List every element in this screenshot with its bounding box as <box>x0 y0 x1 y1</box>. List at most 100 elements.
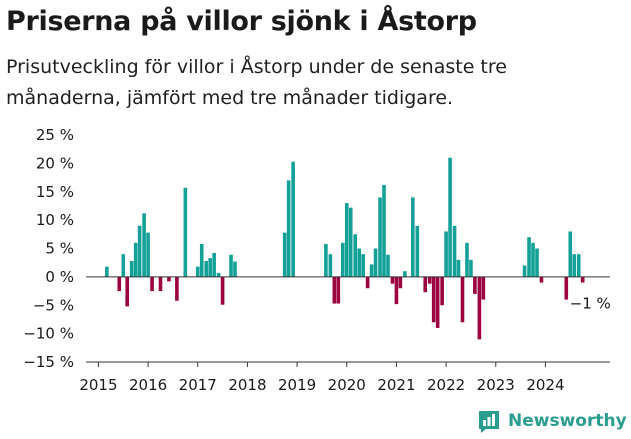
data-bar <box>129 260 134 277</box>
x-tick-label: 2015 <box>79 376 117 394</box>
data-bar <box>435 276 440 328</box>
data-bar <box>535 248 539 277</box>
data-bar <box>403 271 407 277</box>
y-tick-label: −10 % <box>23 325 74 343</box>
brand-name: Newsworthy <box>508 411 627 431</box>
y-tick-label: −15 % <box>23 353 74 371</box>
data-bar <box>332 276 337 304</box>
data-bar <box>212 253 216 277</box>
y-tick-label: 25 % <box>36 126 74 144</box>
data-bar <box>539 276 544 283</box>
data-bar <box>452 225 457 277</box>
data-bar <box>477 276 482 340</box>
data-bar <box>133 242 138 277</box>
data-bar <box>568 231 573 277</box>
data-bar <box>175 276 179 301</box>
x-axis: 2015 2016 2017 2018 2019 2020 2021 2022 2023 2024 <box>79 362 565 394</box>
data-bar <box>572 254 577 277</box>
data-bar <box>390 276 395 284</box>
latest-value-label: −1 % <box>570 295 611 313</box>
data-bar <box>448 157 452 277</box>
data-bar <box>353 234 357 277</box>
bar-chart-icon <box>479 411 499 433</box>
data-bar <box>167 276 171 282</box>
data-bar <box>369 264 374 277</box>
x-tick-label: 2018 <box>228 376 266 394</box>
newsworthy-logo: Newsworthy <box>476 408 627 434</box>
y-tick-label: 5 % <box>45 240 74 258</box>
data-bar <box>137 225 142 277</box>
data-bar <box>411 197 415 277</box>
data-bar <box>481 276 486 300</box>
data-bar <box>216 272 221 277</box>
data-bar <box>117 276 122 292</box>
chart-subtitle: Prisutveckling för villor i Åstorp under… <box>6 56 507 109</box>
data-bar <box>150 276 154 292</box>
data-bar <box>386 254 390 277</box>
data-bar <box>531 242 535 277</box>
data-bar <box>473 276 477 294</box>
data-bar <box>469 259 473 277</box>
data-bar <box>291 161 295 277</box>
y-tick-label: 10 % <box>36 211 74 229</box>
y-tick-label: 20 % <box>36 154 74 172</box>
x-tick-label: 2019 <box>278 376 316 394</box>
data-bar <box>427 276 432 284</box>
data-bar <box>576 254 581 277</box>
data-bar <box>365 276 370 289</box>
chart-title: Priserna på villor sjönk i Åstorp <box>6 6 477 37</box>
data-bar <box>142 213 146 277</box>
data-bar <box>361 254 365 277</box>
data-bar <box>229 254 233 277</box>
data-bar <box>564 276 569 300</box>
data-bar <box>195 266 200 277</box>
data-bar <box>382 184 386 277</box>
data-bar <box>220 276 225 305</box>
bar-series <box>105 157 585 340</box>
y-tick-label: 15 % <box>36 183 74 201</box>
y-tick-label: −5 % <box>33 296 74 314</box>
data-bar <box>328 254 333 277</box>
data-bar <box>208 258 212 277</box>
x-tick-label: 2020 <box>328 376 366 394</box>
data-bar <box>378 197 382 277</box>
data-bar <box>431 276 436 323</box>
y-tick-label: 0 % <box>45 268 74 286</box>
y-axis: −15 % −10 % −5 % 0 % 5 % 10 % 15 % 20 % 25 % <box>23 126 74 371</box>
x-tick-label: 2016 <box>129 376 167 394</box>
data-bar <box>336 276 341 304</box>
data-bar <box>444 231 448 277</box>
data-bar <box>286 180 291 277</box>
data-bar <box>146 232 150 277</box>
data-bar <box>125 276 130 307</box>
data-bar <box>357 248 361 277</box>
data-bar <box>527 237 531 277</box>
data-bar <box>233 261 237 277</box>
data-bar <box>456 259 461 277</box>
data-bar <box>183 187 188 277</box>
x-tick-label: 2024 <box>526 376 564 394</box>
data-bar <box>344 203 349 277</box>
data-bar <box>199 243 204 277</box>
data-bar <box>460 276 465 323</box>
data-bar <box>282 232 287 277</box>
data-bar <box>348 207 353 277</box>
x-tick-label: 2021 <box>377 376 415 394</box>
x-tick-label: 2023 <box>477 376 515 394</box>
data-bar <box>440 276 444 306</box>
data-bar <box>121 254 126 277</box>
data-bar <box>415 225 420 277</box>
data-bar <box>580 276 585 283</box>
bar-chart: −15 % −10 % −5 % 0 % 5 % 10 % 15 % 20 % 25 % 201… <box>23 126 611 394</box>
data-bar <box>423 276 428 293</box>
data-bar <box>340 242 345 277</box>
data-bar <box>373 248 378 277</box>
x-tick-label: 2017 <box>179 376 217 394</box>
data-bar <box>204 260 208 277</box>
data-bar <box>394 276 399 305</box>
x-tick-label: 2022 <box>427 376 465 394</box>
data-bar <box>522 265 527 277</box>
data-bar <box>158 276 163 292</box>
data-bar <box>324 243 328 277</box>
data-bar <box>465 242 469 277</box>
